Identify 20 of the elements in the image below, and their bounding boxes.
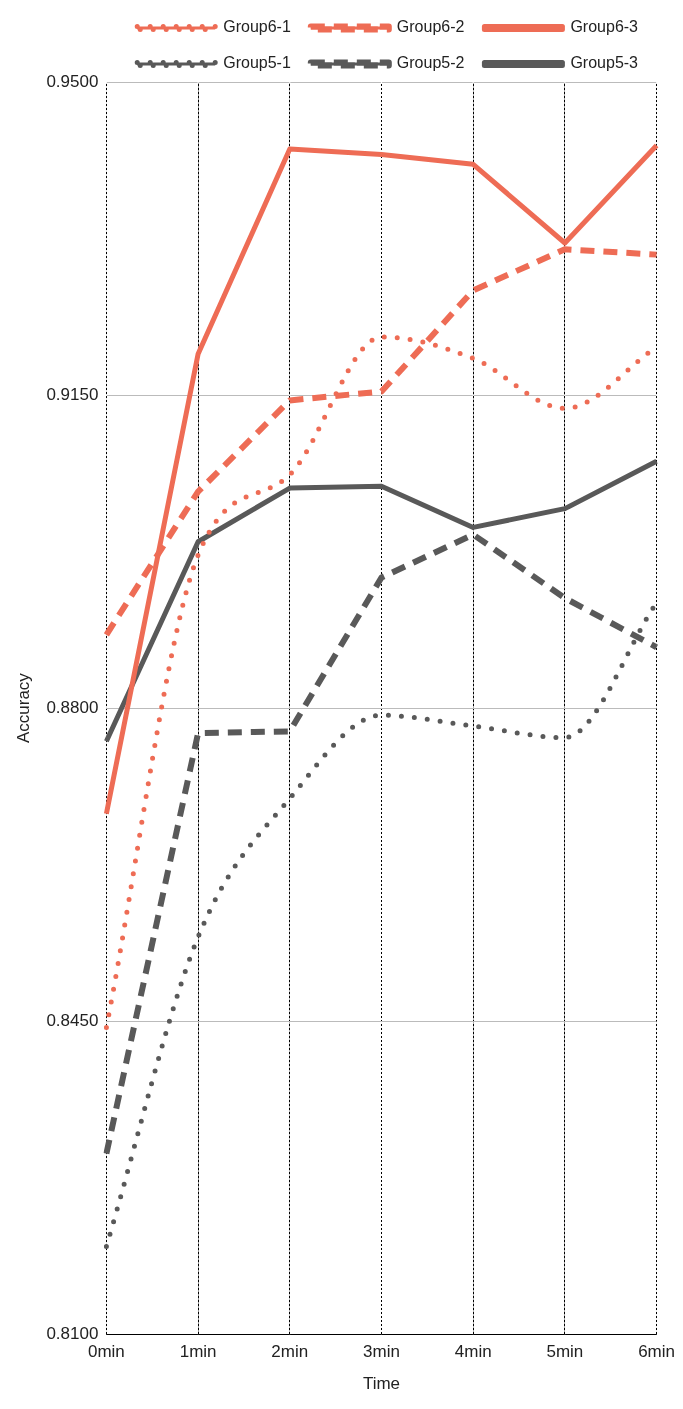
x-tick-label: 1min bbox=[179, 1342, 217, 1362]
y-tick-label: 0.9150 bbox=[46, 384, 99, 404]
x-tick-label: 0min bbox=[87, 1342, 125, 1362]
y-tick-label: 0.8450 bbox=[46, 1010, 99, 1030]
legend-label: Group6-1 bbox=[223, 18, 291, 36]
legend-label: Group6-2 bbox=[396, 18, 465, 36]
legend-label: Group6-3 bbox=[570, 18, 639, 36]
x-axis-title: Time bbox=[362, 1374, 401, 1394]
legend-label: Group5-3 bbox=[570, 54, 639, 72]
x-tick-label: 4min bbox=[454, 1342, 492, 1362]
x-tick-label: 2min bbox=[271, 1342, 309, 1362]
y-tick-label: 0.9500 bbox=[46, 71, 99, 91]
legend-label: Group5-2 bbox=[396, 54, 465, 72]
y-tick-label: 0.8800 bbox=[46, 697, 99, 717]
x-tick-label: 3min bbox=[363, 1342, 400, 1362]
y-tick-label: 0.8100 bbox=[46, 1323, 99, 1343]
legend-label: Group5-1 bbox=[223, 54, 291, 72]
x-tick-label: 6min bbox=[638, 1342, 676, 1362]
y-axis-title: Accuracy bbox=[13, 672, 33, 744]
x-tick-label: 5min bbox=[546, 1342, 584, 1362]
